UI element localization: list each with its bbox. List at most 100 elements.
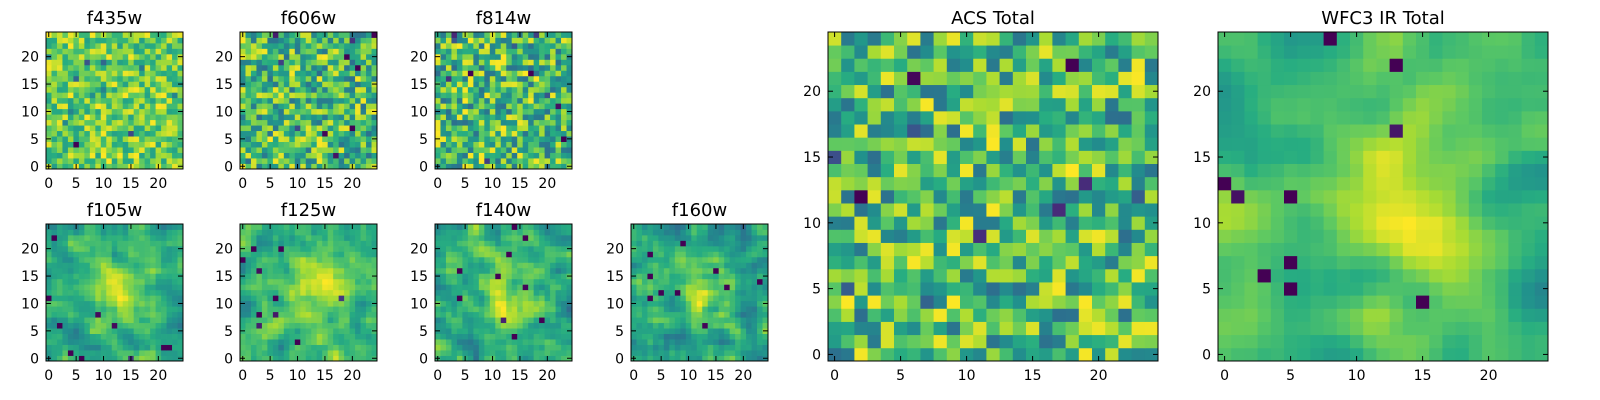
heatmap-cell <box>495 278 502 285</box>
heatmap-cell <box>550 32 556 38</box>
heatmap-cell <box>349 114 356 121</box>
heatmap-cell <box>89 240 96 247</box>
heatmap-cell <box>366 75 372 82</box>
heatmap-cell <box>161 103 167 110</box>
heatmap-cell <box>128 97 135 104</box>
heatmap-cell <box>867 229 882 243</box>
heatmap-cell <box>484 136 491 142</box>
heatmap-cell <box>658 333 665 340</box>
heatmap-cell <box>555 344 562 351</box>
heatmap-cell <box>696 306 703 313</box>
heatmap-cell <box>500 295 507 302</box>
heatmap-cell <box>51 344 58 351</box>
heatmap-cell <box>111 32 118 38</box>
heatmap-cell <box>1039 176 1053 191</box>
heatmap-cell <box>522 229 529 236</box>
heatmap-cell <box>172 322 178 329</box>
heatmap-cell <box>128 267 135 274</box>
heatmap-cell <box>349 234 356 241</box>
heatmap-cell <box>854 229 868 243</box>
heatmap-cell <box>84 64 91 71</box>
heatmap-cell <box>544 245 551 252</box>
heatmap-cell <box>718 278 725 285</box>
heatmap-cell <box>100 295 107 302</box>
heatmap-cell <box>89 224 96 230</box>
heatmap-cell <box>166 256 173 263</box>
heatmap-cell <box>84 163 91 170</box>
heatmap-cell <box>528 229 535 236</box>
heatmap-cell <box>702 339 709 345</box>
heatmap-cell <box>555 103 562 110</box>
heatmap-cell <box>867 334 882 349</box>
heatmap-cell <box>707 229 714 236</box>
heatmap-cell <box>360 119 367 126</box>
heatmap-cell <box>106 344 113 351</box>
heatmap-cell <box>435 103 441 110</box>
heatmap-cell <box>261 306 268 313</box>
heatmap-cell <box>854 347 868 362</box>
heatmap-cell <box>62 344 69 351</box>
heatmap-cell <box>366 289 372 296</box>
heatmap-cell <box>144 295 151 302</box>
heatmap-cell <box>440 350 447 356</box>
heatmap-cell <box>133 141 140 148</box>
heatmap-cell <box>349 339 356 345</box>
heatmap-cell <box>894 295 908 309</box>
heatmap-cell <box>867 295 882 309</box>
heatmap-cell <box>757 256 763 263</box>
heatmap-cell <box>161 317 167 324</box>
heatmap-cell <box>522 37 529 44</box>
heatmap-cell <box>261 32 268 38</box>
heatmap-cell <box>366 229 372 236</box>
heatmap-cell <box>522 32 529 38</box>
heatmap-cell <box>440 295 447 302</box>
heatmap-cell <box>435 141 441 148</box>
heatmap-cell <box>311 42 318 49</box>
heatmap-cell <box>73 273 80 280</box>
heatmap-cell <box>533 108 540 115</box>
heatmap-cell <box>106 152 113 159</box>
heatmap-cell <box>73 81 80 88</box>
heatmap-cell <box>1039 268 1053 283</box>
heatmap-cell <box>685 273 692 280</box>
heatmap-cell <box>539 97 545 104</box>
heatmap-cell <box>333 339 340 345</box>
heatmap-cell <box>528 317 535 324</box>
heatmap-cell <box>349 158 356 164</box>
heatmap-cell <box>67 70 74 77</box>
heatmap-cell <box>544 37 551 44</box>
heatmap-cell <box>106 262 113 269</box>
heatmap-cell <box>117 234 124 241</box>
heatmap-cell <box>240 75 246 82</box>
heatmap-cell <box>355 289 361 296</box>
heatmap-cell <box>56 42 63 49</box>
heatmap-cell <box>506 75 513 82</box>
heatmap-cell <box>316 333 323 340</box>
heatmap-cell <box>451 295 458 302</box>
heatmap-cell <box>128 229 135 236</box>
heatmap-cell <box>272 240 279 247</box>
heatmap-cell <box>729 339 736 345</box>
heatmap-cell <box>724 262 731 269</box>
heatmap-cell <box>522 59 529 66</box>
heatmap-cell <box>691 350 698 356</box>
heatmap-cell <box>84 108 91 115</box>
heatmap-cell <box>73 48 80 55</box>
heatmap-cell <box>1092 163 1106 178</box>
heatmap-cell <box>322 59 329 66</box>
heatmap-cell <box>1144 176 1159 191</box>
heatmap-cell <box>316 48 323 55</box>
heatmap-cell <box>250 344 257 351</box>
heatmap-cell <box>84 59 91 66</box>
heatmap-cell <box>495 256 502 263</box>
heatmap-cell <box>349 262 356 269</box>
heatmap-cell <box>544 158 551 164</box>
heatmap-cell <box>289 278 296 285</box>
heatmap-cell <box>669 256 676 263</box>
heatmap-cell <box>960 150 974 164</box>
heatmap-cell <box>155 251 162 258</box>
heatmap-cell <box>440 311 447 318</box>
heatmap-cell <box>555 322 562 329</box>
heatmap-cell <box>73 147 80 153</box>
